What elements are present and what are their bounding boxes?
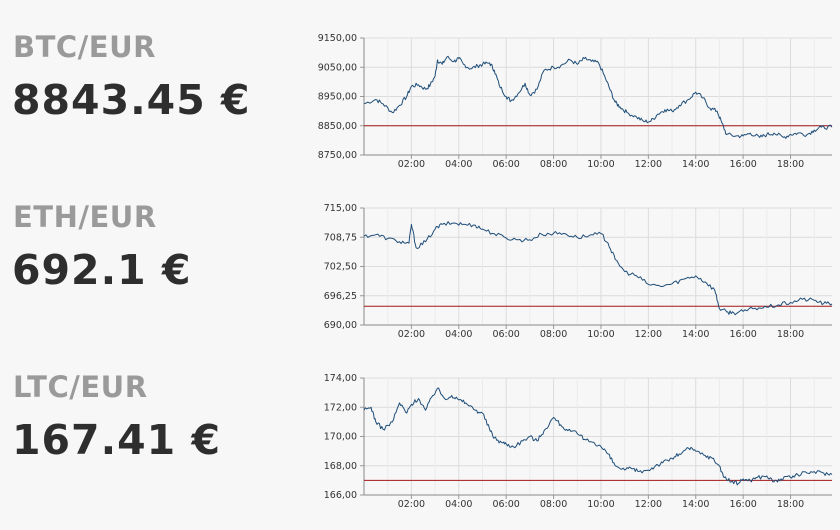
current-price: 692.1 € xyxy=(12,246,192,294)
x-tick-label: 08:00 xyxy=(540,329,567,340)
x-tick-label: 04:00 xyxy=(445,499,472,510)
pair-name: BTC/EUR xyxy=(13,30,156,64)
x-tick-label: 06:00 xyxy=(492,159,519,170)
eth-row: ETH/EUR 692.1 € 690,00 696,25 702,50 708,75… xyxy=(0,170,840,340)
x-tick-label: 02:00 xyxy=(398,159,425,170)
x-tick-label: 14:00 xyxy=(682,329,709,340)
x-tick-label: 12:00 xyxy=(635,499,662,510)
x-tick-label: 18:00 xyxy=(777,159,804,170)
y-tick-label: 172,00 xyxy=(324,402,357,413)
series-line xyxy=(363,55,833,139)
x-tick-label: 14:00 xyxy=(682,159,709,170)
x-tick-label: 10:00 xyxy=(587,499,614,510)
x-tick-label: 04:00 xyxy=(445,329,472,340)
y-tick-label: 168,00 xyxy=(324,461,357,472)
x-tick-label: 02:00 xyxy=(398,329,425,340)
x-tick-label: 04:00 xyxy=(445,159,472,170)
y-tick-label: 715,00 xyxy=(324,203,357,214)
x-tick-label: 18:00 xyxy=(777,329,804,340)
y-tick-label: 690,00 xyxy=(324,320,357,331)
x-tick-label: 02:00 xyxy=(398,499,425,510)
x-tick-label: 10:00 xyxy=(587,329,614,340)
y-tick-label: 8750,00 xyxy=(318,150,357,161)
x-tick-label: 12:00 xyxy=(635,329,662,340)
price-chart[interactable]: 690,00 696,25 702,50 708,75 715,00 02:00 04:00… xyxy=(0,170,840,340)
x-tick-label: 08:00 xyxy=(540,499,567,510)
series-line xyxy=(363,221,833,316)
y-tick-label: 9150,00 xyxy=(318,33,357,44)
pair-name: ETH/EUR xyxy=(13,200,157,234)
y-tick-label: 708,75 xyxy=(324,232,357,243)
x-tick-label: 18:00 xyxy=(777,499,804,510)
y-tick-label: 696,25 xyxy=(324,291,357,302)
btc-row: BTC/EUR 8843.45 € 8750,00 8850,00 8950,00 9… xyxy=(0,0,840,170)
current-price: 167.41 € xyxy=(12,416,222,464)
price-chart[interactable]: 166,00 168,00 170,00 172,00 174,00 02:00 04:00… xyxy=(0,340,840,510)
ltc-row: LTC/EUR 167.41 € 166,00 168,00 170,00 172,0… xyxy=(0,340,840,510)
current-price: 8843.45 € xyxy=(12,76,251,124)
x-tick-label: 16:00 xyxy=(729,159,756,170)
x-tick-label: 12:00 xyxy=(635,159,662,170)
x-tick-label: 06:00 xyxy=(492,329,519,340)
pair-name: LTC/EUR xyxy=(13,370,148,404)
x-tick-label: 10:00 xyxy=(587,159,614,170)
y-tick-label: 8850,00 xyxy=(318,121,357,132)
x-tick-label: 16:00 xyxy=(729,499,756,510)
x-tick-label: 08:00 xyxy=(540,159,567,170)
series-line xyxy=(363,387,833,486)
y-tick-label: 170,00 xyxy=(324,432,357,443)
x-tick-label: 14:00 xyxy=(682,499,709,510)
y-tick-label: 174,00 xyxy=(324,373,357,384)
y-tick-label: 8950,00 xyxy=(318,92,357,103)
x-tick-label: 06:00 xyxy=(492,499,519,510)
y-tick-label: 702,50 xyxy=(324,262,357,273)
y-tick-label: 166,00 xyxy=(324,490,357,501)
x-tick-label: 16:00 xyxy=(729,329,756,340)
price-chart[interactable]: 8750,00 8850,00 8950,00 9050,00 9150,00 02:00… xyxy=(0,0,840,170)
y-tick-label: 9050,00 xyxy=(318,62,357,73)
